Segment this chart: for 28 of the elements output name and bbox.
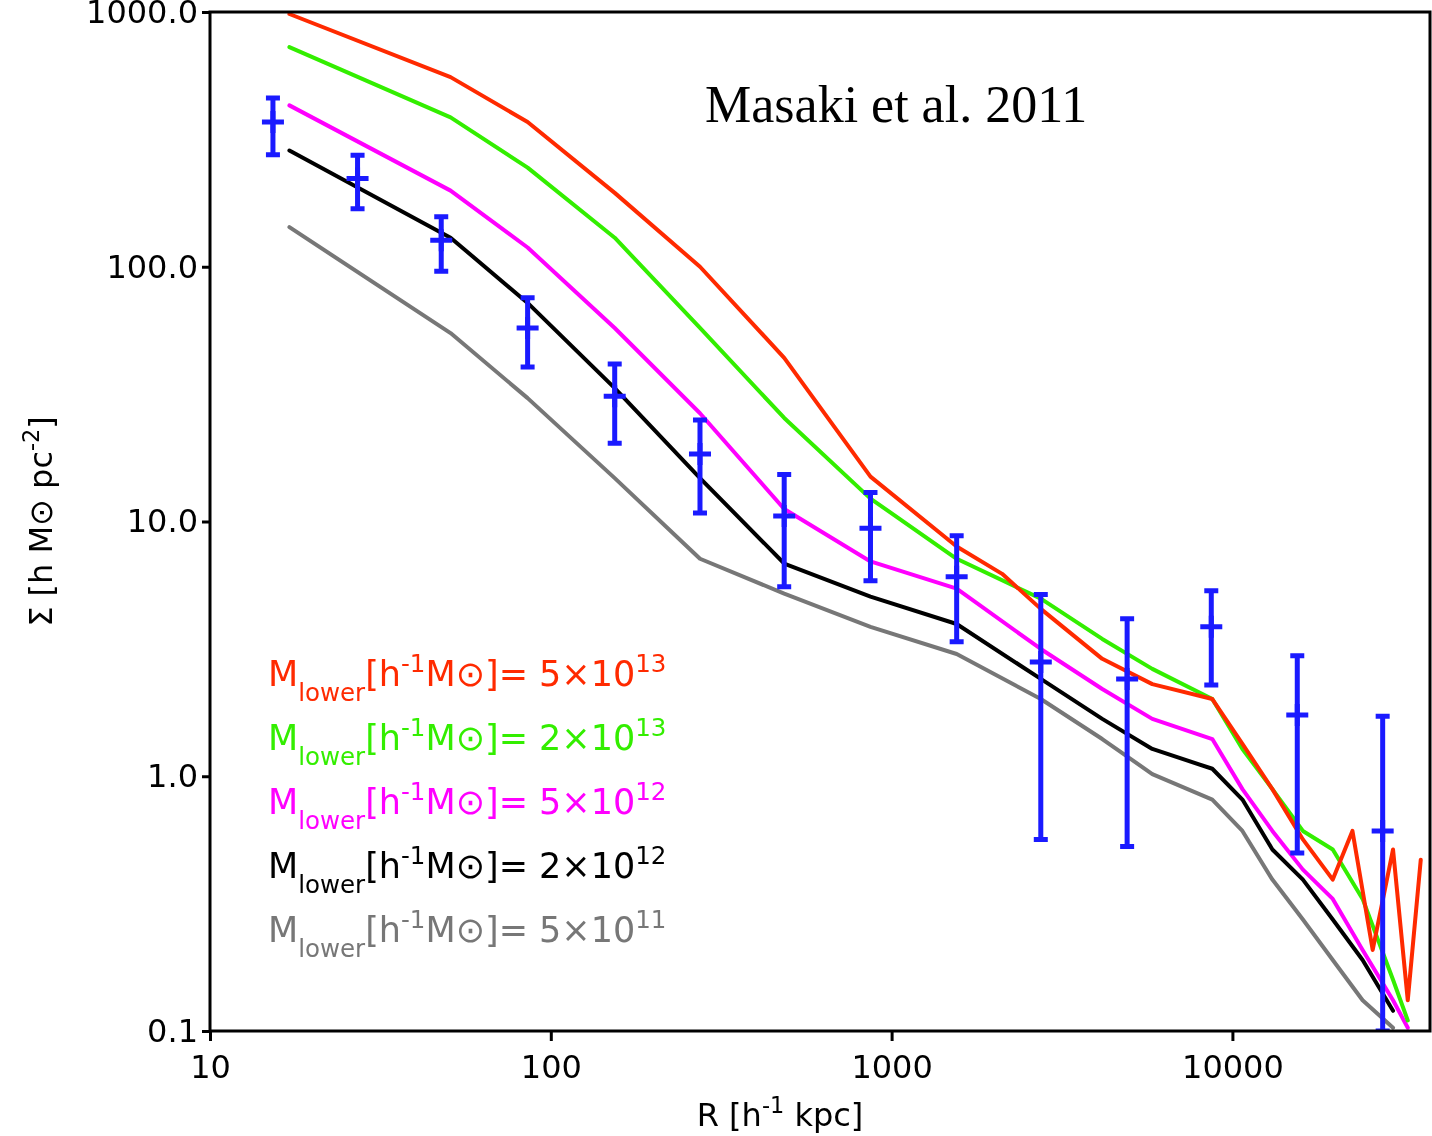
point <box>688 443 711 466</box>
x-axis-title: R [h$^{-1}$ kpc] <box>696 1092 864 1134</box>
point <box>603 385 626 408</box>
point <box>346 167 369 190</box>
point <box>1116 667 1139 690</box>
text: M$_{lower}$[h$^{-1}$M⊙]= 5×10$^{11}$ <box>268 904 667 963</box>
y-tick-label: 10.0 <box>126 502 198 541</box>
point <box>945 565 968 588</box>
text: M$_{lower}$[h$^{-1}$M⊙]= 2×10$^{13}$ <box>268 712 667 771</box>
y-tick-label: 1.0 <box>147 756 198 795</box>
x-tick-label: 10 <box>190 1047 231 1086</box>
text: M$_{lower}$[h$^{-1}$M⊙]= 2×10$^{12}$ <box>268 840 667 899</box>
point <box>1286 703 1309 726</box>
text: M$_{lower}$[h$^{-1}$M⊙]= 5×10$^{13}$ <box>268 648 667 707</box>
x-tick-label: 1000 <box>851 1047 933 1086</box>
y-tick-label: 100.0 <box>106 247 198 286</box>
x-tick-label: 10000 <box>1182 1047 1284 1086</box>
annotation: Masaki et al. 2011 <box>705 76 1088 133</box>
point <box>430 229 453 252</box>
point <box>516 316 539 339</box>
point <box>261 111 284 133</box>
x-tick-label: 100 <box>520 1047 582 1086</box>
point <box>1029 650 1052 673</box>
point <box>1371 819 1394 842</box>
text: M$_{lower}$[h$^{-1}$M⊙]= 5×10$^{12}$ <box>268 776 667 835</box>
point <box>773 505 796 528</box>
y-tick-label: 0.1 <box>147 1011 198 1050</box>
point <box>1200 615 1223 638</box>
